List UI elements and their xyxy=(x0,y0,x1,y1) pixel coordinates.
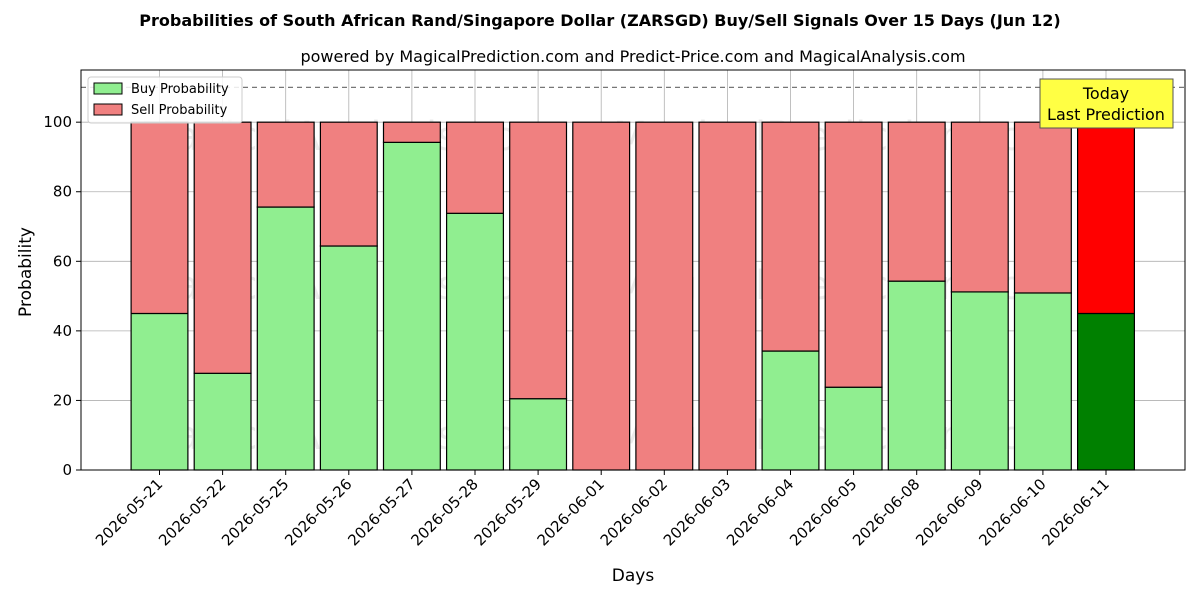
buy-bar xyxy=(1076,312,1135,471)
bars-layer xyxy=(81,86,1185,471)
sell-bar xyxy=(824,121,883,388)
legend-label-sell: Sell Probability xyxy=(131,103,228,118)
legend-label-buy: Buy Probability xyxy=(131,82,229,97)
buy-bar xyxy=(1013,292,1072,471)
buy-bar xyxy=(446,212,505,471)
buy-bar xyxy=(319,245,378,471)
sell-bar xyxy=(446,121,505,214)
legend-frame xyxy=(87,76,243,124)
sell-bar xyxy=(572,121,631,471)
sell-bar xyxy=(887,121,946,282)
sell-bar xyxy=(1013,121,1072,294)
x-axis-label: Days xyxy=(612,566,655,586)
buy-bar xyxy=(824,386,883,471)
sell-bar xyxy=(698,121,757,471)
sell-bar xyxy=(761,121,820,352)
sell-bar xyxy=(1076,121,1135,315)
y-tick-label: 40 xyxy=(53,322,72,340)
x-tick-label: 2026-05-29 xyxy=(471,475,545,549)
buy-bar xyxy=(887,280,946,471)
chart-title: Probabilities of South African Rand/Sing… xyxy=(139,11,1060,30)
buy-bar xyxy=(761,350,820,471)
legend-swatch-buy xyxy=(93,82,123,95)
x-tick-label: 2026-05-25 xyxy=(218,475,292,549)
buy-bar xyxy=(193,372,252,471)
today-annotation-line2: Last Prediction xyxy=(1047,105,1165,124)
sell-bar xyxy=(130,121,189,315)
today-annotation-box xyxy=(1039,78,1174,129)
x-tick-label: 2026-06-10 xyxy=(975,475,1049,549)
x-tick-label: 2026-06-09 xyxy=(912,475,986,549)
x-tick-label: 2026-05-28 xyxy=(407,475,481,549)
buy-bar xyxy=(256,206,315,471)
x-tick-label: 2026-06-03 xyxy=(660,475,734,549)
sell-bar xyxy=(950,121,1009,293)
x-tick-label: 2026-06-05 xyxy=(786,475,860,549)
x-tick-label: 2026-06-01 xyxy=(534,475,608,549)
x-tick-label: 2026-05-22 xyxy=(155,475,229,549)
sell-bar xyxy=(635,121,694,471)
legend: Buy Probability Sell Probability xyxy=(87,76,243,124)
sell-bar xyxy=(256,121,315,208)
buy-bar xyxy=(950,291,1009,471)
y-tick-label: 80 xyxy=(53,183,72,201)
sell-bar xyxy=(382,121,441,143)
y-tick-label: 20 xyxy=(53,391,72,409)
today-annotation: Today Last Prediction xyxy=(1039,78,1174,129)
buy-bar xyxy=(509,398,568,471)
y-tick-label: 0 xyxy=(62,461,72,479)
legend-swatch-sell xyxy=(93,103,123,116)
x-tick-label: 2026-06-04 xyxy=(723,475,797,549)
chart-subtitle: powered by MagicalPrediction.com and Pre… xyxy=(300,47,965,66)
x-tick-label: 2026-06-08 xyxy=(849,475,923,549)
sell-bar xyxy=(509,121,568,400)
buy-bar xyxy=(382,141,441,471)
x-tick-label: 2026-05-26 xyxy=(281,475,355,549)
x-tick-label: 2026-05-27 xyxy=(344,475,418,549)
sell-bar xyxy=(193,121,252,374)
y-tick-label: 100 xyxy=(43,113,72,131)
y-axis-label: Probability xyxy=(16,227,36,317)
y-tick-label: 60 xyxy=(53,252,72,270)
plot-frame xyxy=(80,69,1186,471)
today-annotation-line1: Today xyxy=(1082,84,1129,103)
buy-bar xyxy=(130,312,189,471)
sell-bar xyxy=(319,121,378,247)
x-tick-label: 2026-06-02 xyxy=(597,475,671,549)
x-tick-label: 2026-06-11 xyxy=(1038,475,1112,549)
x-tick-label: 2026-05-21 xyxy=(92,475,166,549)
